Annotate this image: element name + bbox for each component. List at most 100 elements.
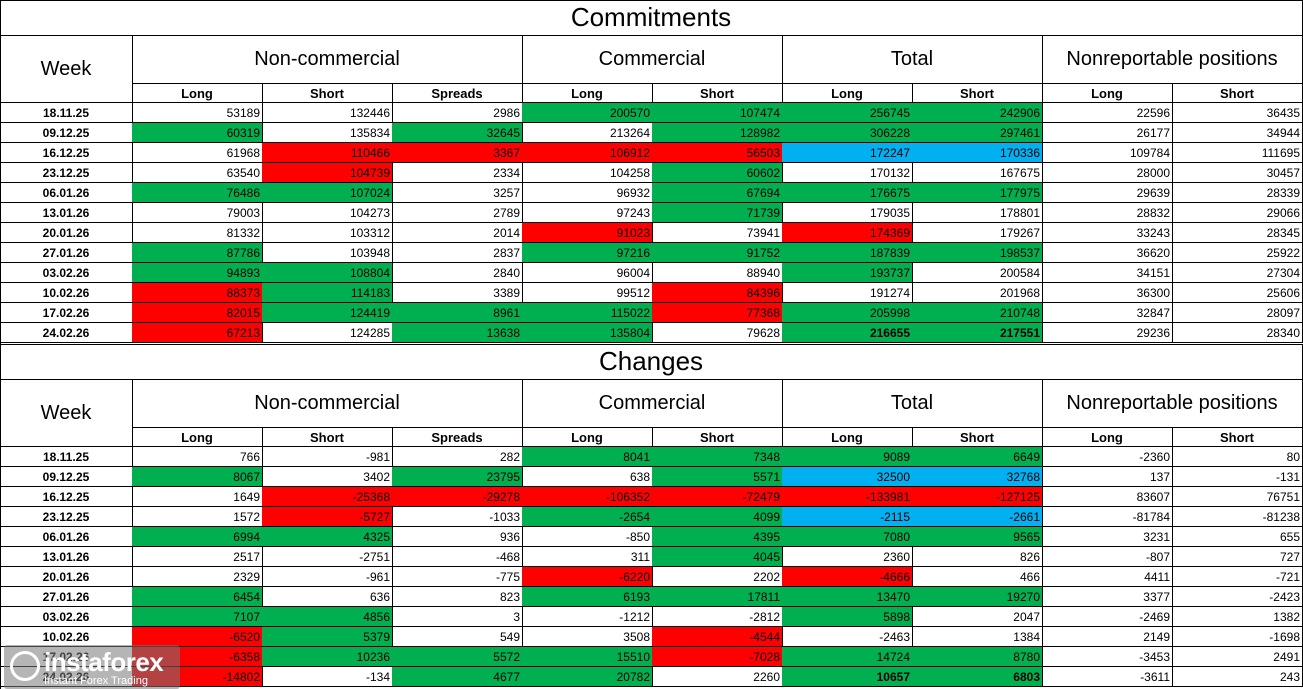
week-cell: 20.01.26 (0, 567, 133, 587)
value-cell: 28339 (1172, 183, 1303, 203)
value-cell: 79003 (132, 203, 263, 223)
value-cell: 3367 (392, 143, 523, 163)
value-cell: 826 (912, 547, 1043, 567)
value-cell: 82015 (132, 303, 263, 323)
value-cell: 2491 (1172, 647, 1303, 667)
value-cell: 2014 (392, 223, 523, 243)
value-cell: -850 (522, 527, 653, 547)
value-cell: 1384 (912, 627, 1043, 647)
group-header: Commercial (522, 380, 783, 428)
value-cell: 76486 (132, 183, 263, 203)
value-cell: 96004 (522, 263, 653, 283)
value-cell: 135804 (522, 323, 653, 343)
value-cell: 4677 (392, 667, 523, 687)
value-cell: 178801 (912, 203, 1043, 223)
value-cell: -468 (392, 547, 523, 567)
sub-header: Short (262, 84, 393, 103)
value-cell: 111695 (1172, 143, 1303, 163)
value-cell: 177975 (912, 183, 1043, 203)
value-cell: 109784 (1042, 143, 1173, 163)
value-cell: 213264 (522, 123, 653, 143)
watermark-icon (10, 651, 40, 681)
value-cell: 28097 (1172, 303, 1303, 323)
value-cell: 73941 (652, 223, 783, 243)
sub-header: Spreads (392, 428, 523, 447)
value-cell: 53189 (132, 103, 263, 123)
frame (0, 0, 1, 689)
value-cell: 636 (262, 587, 393, 607)
value-cell: 135834 (262, 123, 393, 143)
sub-header: Long (522, 428, 653, 447)
week-cell: 06.01.26 (0, 527, 133, 547)
value-cell: 14724 (782, 647, 913, 667)
group-header: Non-commercial (132, 380, 523, 428)
value-cell: 210748 (912, 303, 1043, 323)
value-cell: 32768 (912, 467, 1043, 487)
week-cell: 09.12.25 (0, 123, 133, 143)
value-cell: -4666 (782, 567, 913, 587)
value-cell: 205998 (782, 303, 913, 323)
value-cell: 170336 (912, 143, 1043, 163)
value-cell: 76751 (1172, 487, 1303, 507)
value-cell: -2115 (782, 507, 913, 527)
week-cell: 03.02.26 (0, 263, 133, 283)
value-cell: -2812 (652, 607, 783, 627)
value-cell: 3377 (1042, 587, 1173, 607)
value-cell: 2360 (782, 547, 913, 567)
value-cell: 104739 (262, 163, 393, 183)
value-cell: 63540 (132, 163, 263, 183)
week-header: Week (0, 380, 133, 447)
value-cell: 2986 (392, 103, 523, 123)
value-cell: 179267 (912, 223, 1043, 243)
week-cell: 24.02.26 (0, 323, 133, 343)
value-cell: -3611 (1042, 667, 1173, 687)
sub-header: Long (782, 84, 913, 103)
value-cell: 124285 (262, 323, 393, 343)
value-cell: 2789 (392, 203, 523, 223)
value-cell: 5571 (652, 467, 783, 487)
value-cell: 84396 (652, 283, 783, 303)
value-cell: -2469 (1042, 607, 1173, 627)
value-cell: 97243 (522, 203, 653, 223)
value-cell: 2260 (652, 667, 783, 687)
sub-header: Long (132, 84, 263, 103)
week-cell: 27.01.26 (0, 243, 133, 263)
group-header: Commercial (522, 36, 783, 84)
week-cell: 23.12.25 (0, 163, 133, 183)
value-cell: 200584 (912, 263, 1043, 283)
value-cell: 9565 (912, 527, 1043, 547)
value-cell: 2202 (652, 567, 783, 587)
value-cell: 217551 (912, 323, 1043, 343)
value-cell: 26177 (1042, 123, 1173, 143)
value-cell: 5572 (392, 647, 523, 667)
value-cell: 83607 (1042, 487, 1173, 507)
value-cell: 25922 (1172, 243, 1303, 263)
value-cell: 3389 (392, 283, 523, 303)
value-cell: -981 (262, 447, 393, 467)
value-cell: 6994 (132, 527, 263, 547)
value-cell: -1033 (392, 507, 523, 527)
value-cell: 7348 (652, 447, 783, 467)
value-cell: -72479 (652, 487, 783, 507)
value-cell: 107474 (652, 103, 783, 123)
watermark-tagline: Instant Forex Trading (44, 675, 148, 687)
value-cell: -81238 (1172, 507, 1303, 527)
value-cell: 466 (912, 567, 1043, 587)
value-cell: 67694 (652, 183, 783, 203)
value-cell: 104258 (522, 163, 653, 183)
value-cell: -2423 (1172, 587, 1303, 607)
value-cell: 242906 (912, 103, 1043, 123)
value-cell: 99512 (522, 283, 653, 303)
value-cell: 91752 (652, 243, 783, 263)
week-cell: 18.11.25 (0, 103, 133, 123)
value-cell: 170132 (782, 163, 913, 183)
value-cell: 27304 (1172, 263, 1303, 283)
value-cell: 71739 (652, 203, 783, 223)
value-cell: 114183 (262, 283, 393, 303)
sub-header: Short (652, 428, 783, 447)
value-cell: -2654 (522, 507, 653, 527)
value-cell: 20782 (522, 667, 653, 687)
value-cell: 174369 (782, 223, 913, 243)
value-cell: 3402 (262, 467, 393, 487)
